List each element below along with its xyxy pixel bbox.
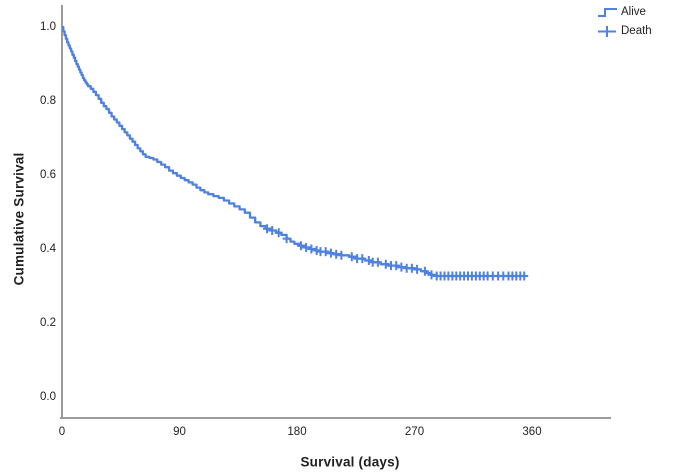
- x-tick-label: 270: [404, 426, 425, 438]
- y-tick-label: 0.4: [40, 243, 56, 255]
- legend-label-alive: Alive: [621, 6, 646, 18]
- alive-step-icon: [598, 7, 617, 17]
- y-tick-label: 1.0: [40, 21, 56, 33]
- y-tick-label: 0.8: [40, 95, 56, 107]
- x-tick-label: 0: [58, 426, 66, 438]
- x-axis-title: Survival (days): [300, 454, 400, 470]
- y-tick-label: 0.0: [40, 391, 56, 403]
- death-cross-icon: [598, 25, 616, 37]
- x-tick-label: 180: [287, 426, 307, 438]
- survival-curve: [62, 25, 526, 278]
- y-tick-label: 0.2: [40, 317, 56, 329]
- axis-lines: [60, 5, 611, 419]
- x-tick-label: 90: [173, 426, 186, 438]
- censor-marks: [263, 224, 529, 281]
- legend-item-alive: Alive: [597, 4, 652, 20]
- legend: Alive Death: [597, 4, 652, 39]
- x-tick-label: 360: [522, 426, 542, 438]
- y-tick-label: 0.6: [40, 169, 56, 181]
- legend-item-death: Death: [597, 23, 652, 39]
- legend-label-death: Death: [621, 25, 652, 37]
